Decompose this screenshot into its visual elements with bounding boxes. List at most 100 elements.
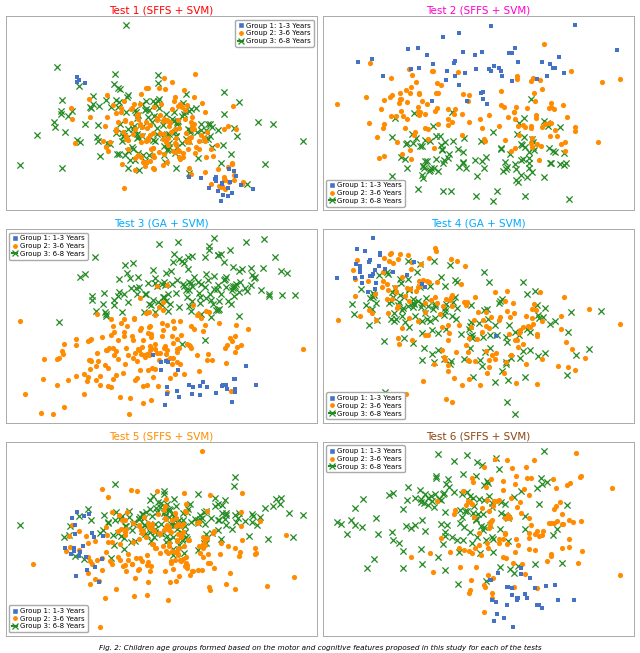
Point bbox=[537, 84, 547, 95]
Point bbox=[418, 172, 428, 183]
Point bbox=[380, 263, 390, 274]
Point bbox=[355, 264, 365, 274]
Point bbox=[180, 505, 190, 516]
Point bbox=[170, 547, 180, 558]
Point bbox=[173, 114, 183, 125]
Point bbox=[371, 314, 381, 325]
Point bbox=[443, 360, 453, 370]
Point bbox=[454, 28, 465, 39]
Point bbox=[186, 132, 196, 142]
Point bbox=[178, 148, 188, 158]
Point bbox=[395, 274, 405, 284]
Point bbox=[510, 334, 520, 345]
Point bbox=[392, 303, 403, 313]
Point bbox=[132, 109, 143, 119]
Point bbox=[486, 350, 497, 360]
Point bbox=[388, 316, 399, 326]
Point bbox=[161, 108, 171, 119]
Point bbox=[217, 381, 227, 392]
Point bbox=[48, 408, 58, 419]
Point bbox=[275, 498, 285, 509]
Point bbox=[447, 118, 457, 128]
Point bbox=[70, 529, 81, 539]
Point bbox=[172, 138, 182, 149]
Point bbox=[575, 472, 586, 483]
Point bbox=[152, 485, 163, 496]
Point bbox=[436, 518, 447, 529]
Point bbox=[102, 345, 112, 355]
Point bbox=[413, 43, 423, 54]
Point bbox=[251, 379, 261, 390]
Point bbox=[442, 114, 452, 124]
Point bbox=[399, 291, 409, 302]
Point bbox=[140, 156, 150, 167]
Point bbox=[520, 588, 531, 599]
Point bbox=[15, 520, 25, 530]
Point bbox=[198, 539, 208, 549]
Point bbox=[410, 77, 420, 88]
Point bbox=[253, 116, 264, 127]
Point bbox=[186, 321, 196, 332]
Point bbox=[353, 457, 363, 468]
Point bbox=[444, 149, 454, 159]
Point bbox=[172, 535, 182, 546]
Point bbox=[529, 88, 539, 98]
Point bbox=[488, 572, 499, 582]
Point bbox=[482, 538, 492, 549]
Point bbox=[563, 326, 573, 337]
Point bbox=[201, 506, 211, 517]
Point bbox=[181, 127, 191, 138]
Point bbox=[209, 526, 219, 536]
Point bbox=[219, 109, 229, 119]
Point bbox=[396, 278, 406, 289]
Point bbox=[542, 477, 552, 487]
Point bbox=[383, 308, 393, 319]
Point bbox=[180, 527, 191, 537]
Point bbox=[427, 496, 437, 506]
Point bbox=[550, 147, 560, 157]
Point bbox=[144, 350, 154, 360]
Point bbox=[415, 494, 426, 505]
Point bbox=[454, 562, 465, 572]
Point bbox=[532, 329, 542, 340]
Point bbox=[221, 272, 232, 282]
Point bbox=[230, 124, 241, 135]
Point bbox=[420, 308, 430, 318]
Point bbox=[484, 355, 495, 365]
Point bbox=[220, 342, 230, 353]
Point bbox=[193, 515, 204, 525]
Point bbox=[413, 88, 424, 99]
Point bbox=[193, 144, 204, 154]
Point bbox=[161, 545, 172, 556]
Point bbox=[173, 543, 184, 553]
Point bbox=[74, 80, 84, 91]
Point bbox=[566, 66, 576, 76]
Point bbox=[472, 334, 483, 345]
Point bbox=[513, 539, 523, 550]
Point bbox=[463, 96, 473, 106]
Point bbox=[466, 300, 476, 310]
Point bbox=[90, 562, 100, 573]
Point bbox=[431, 103, 442, 113]
Point bbox=[106, 137, 116, 148]
Point bbox=[553, 595, 563, 605]
Point bbox=[170, 147, 180, 157]
Point bbox=[479, 347, 490, 357]
Point bbox=[417, 515, 428, 525]
Point bbox=[137, 122, 147, 133]
Point bbox=[148, 95, 158, 106]
Point bbox=[165, 527, 175, 537]
Point bbox=[119, 544, 129, 554]
Point bbox=[548, 146, 558, 156]
Point bbox=[67, 519, 77, 530]
Point bbox=[57, 346, 67, 357]
Point bbox=[422, 276, 433, 287]
Point bbox=[444, 295, 454, 305]
Point bbox=[154, 302, 164, 312]
Point bbox=[405, 145, 415, 155]
Point bbox=[128, 353, 138, 364]
Point bbox=[527, 136, 538, 147]
Point bbox=[367, 308, 377, 318]
Point bbox=[123, 549, 133, 559]
Point bbox=[152, 113, 162, 123]
